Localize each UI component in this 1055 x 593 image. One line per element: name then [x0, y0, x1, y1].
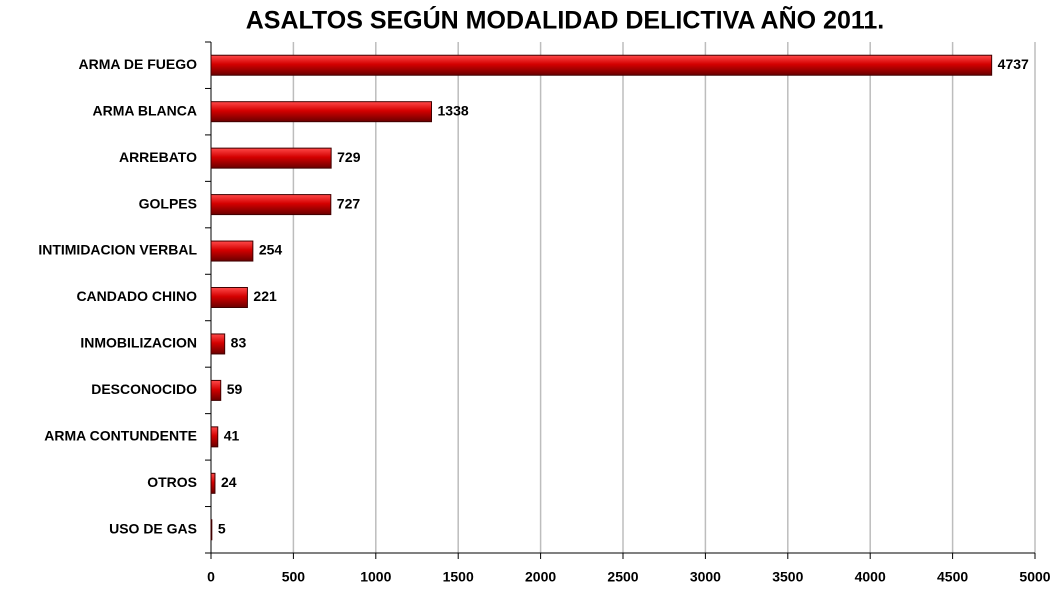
bar: [210, 240, 254, 262]
data-label: 221: [253, 288, 277, 304]
bar: [210, 379, 222, 401]
y-tick-label: ARMA BLANCA: [93, 102, 197, 118]
x-tick-label: 3500: [772, 569, 803, 585]
data-label: 729: [337, 149, 361, 165]
y-tick-label: INMOBILIZACION: [80, 335, 197, 351]
data-label: 1338: [438, 102, 469, 118]
data-label: 41: [224, 428, 240, 444]
x-tick-label: 2500: [607, 569, 638, 585]
bar: [210, 287, 248, 308]
x-tick-label: 0: [207, 569, 215, 585]
x-tick-label: 5000: [1019, 569, 1050, 585]
data-label: 24: [221, 474, 237, 490]
x-tick-label: 3000: [690, 569, 721, 585]
bar: [210, 519, 213, 541]
x-tick-label: 4000: [855, 569, 886, 585]
chart-title: ASALTOS SEGÚN MODALIDAD DELICTIVA AÑO 20…: [246, 5, 885, 35]
bar: [210, 101, 433, 123]
y-tick-label: CANDADO CHINO: [76, 288, 197, 304]
y-tick-label: DESCONOCIDO: [91, 381, 197, 397]
data-label: 83: [231, 335, 247, 351]
x-tick-label: 1500: [443, 569, 474, 585]
y-tick-label: ARMA CONTUNDENTE: [44, 428, 197, 444]
data-label: 727: [337, 195, 361, 211]
x-tick-label: 1000: [360, 569, 391, 585]
y-tick-label: ARMA DE FUEGO: [79, 56, 198, 72]
data-label: 5: [218, 520, 226, 536]
y-tick-label: ARREBATO: [119, 149, 197, 165]
data-label: 59: [227, 381, 243, 397]
y-tick-label: INTIMIDACION VERBAL: [38, 242, 197, 258]
y-tick-label: USO DE GAS: [109, 520, 197, 536]
bar: [210, 194, 332, 216]
bar: [210, 333, 226, 355]
bar: [210, 426, 219, 448]
y-tick-label: OTROS: [147, 474, 197, 490]
data-label: 4737: [998, 56, 1029, 72]
bar: [210, 54, 993, 76]
bar: [210, 147, 332, 169]
data-label: 254: [259, 242, 283, 258]
bar: [210, 472, 216, 494]
x-tick-label: 2000: [525, 569, 556, 585]
x-tick-label: 4500: [937, 569, 968, 585]
y-tick-label: GOLPES: [139, 195, 197, 211]
x-tick-label: 500: [282, 569, 306, 585]
